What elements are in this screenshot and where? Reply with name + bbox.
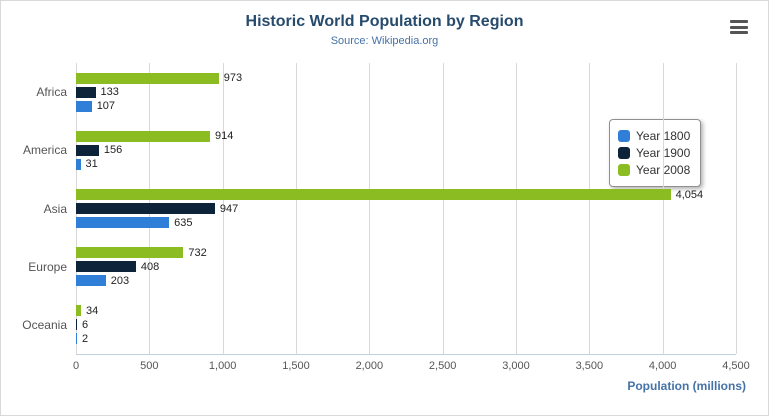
chart-subtitle: Source: Wikipedia.org: [330, 35, 439, 47]
bar-year-1800-africa[interactable]: [76, 100, 92, 112]
bar-year-1900-america[interactable]: [76, 144, 99, 156]
bar-year-1900-europe[interactable]: [76, 261, 136, 273]
category-label: Asia: [43, 201, 67, 216]
bar-value-label: 732: [188, 246, 207, 259]
gridline: [736, 63, 737, 354]
bar-year-1900-asia[interactable]: [76, 203, 215, 214]
x-axis-tick-label: 3,000: [502, 360, 530, 372]
bar-year-1800-oceania[interactable]: [76, 333, 77, 345]
bar-value-label: 2: [82, 332, 89, 345]
bar-value-label: 34: [85, 304, 99, 317]
hamburger-menu-icon[interactable]: [730, 19, 750, 35]
gridline: [296, 63, 297, 354]
bar-year-2008-europe[interactable]: [76, 247, 184, 259]
hamburger-bar: [730, 20, 748, 23]
bar-year-1900-oceania[interactable]: [76, 319, 77, 331]
bar-value-label: 203: [110, 274, 130, 287]
x-axis-tick-label: 500: [140, 360, 159, 372]
chart-title: Historic World Population by Region: [245, 13, 524, 30]
category-label: Oceania: [22, 317, 67, 332]
bar-value-label: 31: [85, 158, 98, 171]
bar-value-label: 4,054: [675, 188, 704, 201]
category-label: Africa: [36, 85, 67, 100]
bar-year-1800-europe[interactable]: [76, 275, 106, 287]
x-axis-tick-label: 2,000: [355, 360, 384, 372]
gridline: [369, 63, 371, 354]
x-axis-tick-label: 4,000: [648, 360, 677, 372]
bar-value-label: 156: [103, 144, 123, 157]
hamburger-bar: [730, 25, 748, 29]
gridline: [516, 63, 517, 354]
x-axis-line: [76, 354, 736, 355]
category-label: Europe: [28, 259, 67, 274]
legend-item-year-1800[interactable]: Year 1800: [618, 129, 690, 143]
legend-symbol-year-1900: [618, 147, 630, 159]
bar-value-label: 408: [140, 260, 160, 273]
x-axis-tick-label: 2,500: [428, 360, 457, 372]
bar-year-2008-oceania[interactable]: [76, 305, 81, 317]
bar-value-label: 107: [96, 100, 116, 113]
category-label: America: [22, 143, 67, 158]
bar-year-1800-asia[interactable]: [76, 217, 170, 228]
x-axis-tick-label: 0: [72, 360, 80, 372]
legend-item-year-1900[interactable]: Year 1900: [618, 146, 690, 160]
bar-year-2008-asia[interactable]: [76, 189, 671, 200]
legend-item-year-2008[interactable]: Year 2008: [618, 163, 690, 177]
bar-value-label: 947: [219, 202, 239, 215]
bar-year-1900-africa[interactable]: [76, 86, 96, 98]
bar-value-label: 6: [82, 318, 89, 331]
bar-value-label: 973: [223, 72, 243, 85]
gridline: [442, 63, 444, 354]
x-axis-tick-label: 1,000: [208, 360, 237, 372]
x-axis-tick-label: 4,500: [722, 360, 750, 372]
bar-year-2008-africa[interactable]: [76, 72, 219, 84]
legend: Year 1800 Year 1900 Year 2008: [609, 119, 702, 187]
x-axis-title: Population (millions): [627, 379, 746, 393]
gridline: [589, 63, 591, 354]
gridline: [222, 63, 224, 354]
hamburger-bar: [730, 31, 748, 34]
bar-year-1800-america[interactable]: [76, 158, 81, 170]
x-axis-tick-label: 1,500: [282, 360, 310, 372]
legend-symbol-year-1800: [618, 130, 630, 142]
bar-value-label: 914: [215, 130, 234, 143]
x-axis-tick-label: 3,500: [575, 360, 604, 372]
gridline: [662, 63, 664, 354]
bar-value-label: 133: [100, 86, 119, 99]
bar-year-2008-america[interactable]: [76, 130, 211, 142]
legend-symbol-year-2008: [618, 164, 630, 176]
bar-value-label: 635: [174, 216, 193, 229]
